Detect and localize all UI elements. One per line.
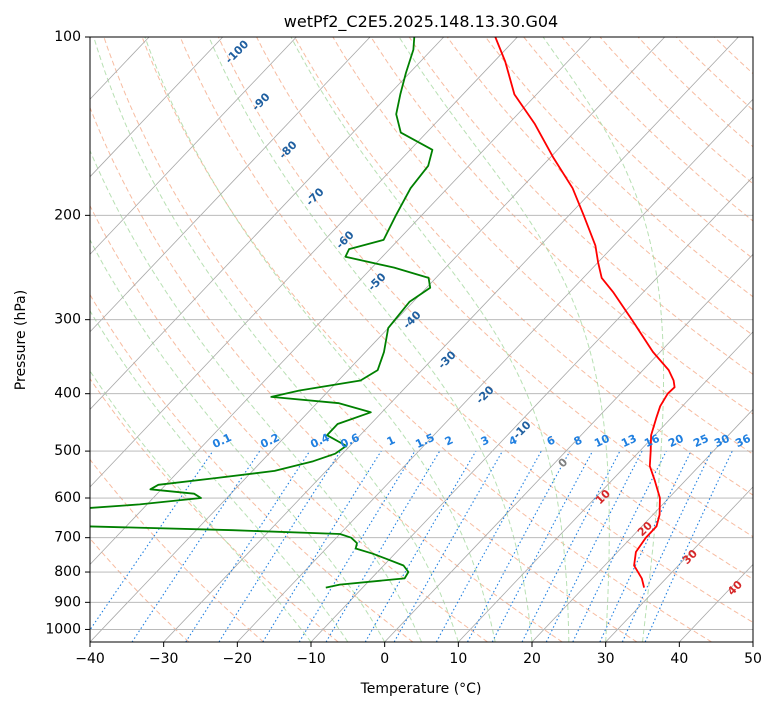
mixing-ratio-label: 25 [691, 432, 710, 450]
moist-adiabat-line [90, 149, 422, 642]
dry-adiabat-line [294, 37, 753, 496]
moist-adiabat-line [144, 37, 496, 642]
isotherm-line [90, 37, 445, 410]
background-lines [90, 37, 753, 642]
dry-adiabat-line [103, 37, 638, 642]
y-tick-label: 400 [54, 386, 81, 402]
sounding-profiles [90, 37, 676, 589]
mixing-ratio-line [393, 450, 503, 642]
dry-adiabat-line [370, 37, 753, 415]
y-tick-label: 1000 [45, 621, 81, 637]
isotherm-line [531, 408, 753, 642]
isotherm-line [90, 37, 592, 566]
dry-adiabat-line [90, 458, 264, 642]
moist-adiabat-line [90, 309, 349, 642]
moist-adiabat-line [93, 37, 459, 642]
plot-frame [89, 36, 754, 643]
x-tick-label: 10 [449, 651, 467, 667]
x-tick-label: 0 [380, 651, 389, 667]
mixing-ratio-line [90, 450, 214, 631]
mixing-ratio-label: 30 [712, 432, 732, 450]
mixing-ratio-line [262, 450, 382, 642]
dry-adiabat-line [408, 37, 753, 375]
isotherm-line [90, 37, 224, 178]
dry-adiabat-line [485, 37, 753, 298]
isotherm-line [310, 176, 753, 642]
x-tick-label: 40 [670, 651, 688, 667]
y-axis-label: Pressure (hPa) [13, 290, 29, 390]
mixing-ratio-label: 13 [619, 432, 638, 450]
y-tick-label: 600 [54, 490, 81, 506]
axis-ticks: −40 −30 −20 −10 0 10 20 30 40 50 100 200 300 400 500 60… [45, 29, 762, 667]
y-tick-label: 100 [54, 29, 81, 45]
x-tick-label: −10 [296, 651, 326, 667]
dry-adiabat-line [217, 37, 753, 580]
mixing-ratio-label: 36 [733, 432, 753, 450]
y-tick-label: 200 [54, 207, 81, 223]
isotherm-line [90, 37, 518, 488]
temperature-profile [494, 37, 676, 588]
x-tick-label: 30 [597, 651, 615, 667]
mixing-ratio-line [545, 450, 643, 642]
isotherm-line [605, 486, 753, 642]
isotherm-line [90, 37, 371, 333]
mixing-ratio-line [131, 450, 261, 642]
dry-adiabat-line [90, 537, 190, 642]
isotherm-line [384, 253, 753, 642]
isotherm-line [90, 37, 666, 642]
y-tick-label: 900 [54, 594, 81, 610]
isotherm-line [90, 37, 297, 255]
mixing-ratio-line [435, 450, 542, 642]
moist-adiabat-line [208, 37, 533, 642]
mixing-ratio-label: 20 [666, 432, 686, 450]
mixing-ratio-label: 10 [592, 432, 612, 450]
x-tick-label: 20 [523, 651, 541, 667]
dry-adiabat-line [179, 37, 753, 623]
isotherm-line [237, 98, 753, 642]
mixing-ratio-line [185, 450, 311, 642]
moist-adiabat-line [90, 238, 386, 642]
mixing-ratio-line [644, 450, 733, 642]
y-tick-label: 300 [54, 312, 81, 328]
isotherm-line [458, 331, 753, 642]
plot-area [90, 37, 753, 642]
mixing-ratio-line [572, 450, 667, 642]
mixing-ratio-line [467, 450, 571, 642]
dry-adiabat-line [90, 106, 563, 642]
x-axis-label: Temperature (°C) [360, 681, 482, 697]
moist-adiabat-line [90, 370, 312, 642]
x-tick-label: −40 [75, 651, 105, 667]
y-tick-label: 700 [54, 530, 81, 546]
y-tick-label: 500 [54, 443, 81, 459]
chart-title: wetPf2_C2E5.2025.148.13.30.G04 [284, 12, 558, 32]
x-tick-label: 50 [744, 651, 762, 667]
dry-adiabat-line [141, 37, 712, 642]
mixing-ratio-line [218, 450, 341, 642]
moist-adiabat-line [398, 37, 610, 642]
isotherm-line [163, 37, 739, 642]
dry-adiabat-line [90, 204, 488, 642]
mixing-ratio-label: 16 [642, 432, 662, 450]
mixing-ratio-line [298, 450, 416, 642]
dewpoint-profile [90, 37, 434, 589]
moist-adiabat-line [542, 37, 665, 642]
moist-adiabat-line [290, 37, 570, 642]
x-tick-label: −20 [223, 651, 253, 667]
y-tick-label: 800 [54, 564, 81, 580]
x-tick-label: −30 [149, 651, 179, 667]
